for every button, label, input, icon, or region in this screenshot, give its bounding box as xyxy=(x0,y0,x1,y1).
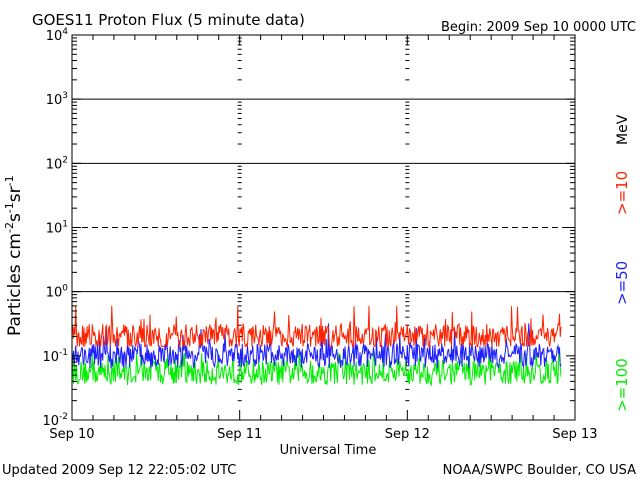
series-line xyxy=(71,352,562,387)
x-tick-label: Sep 13 xyxy=(552,427,597,442)
y-axis-label-exp: -1 xyxy=(3,175,16,186)
x-axis-label: Universal Time xyxy=(280,443,377,458)
y-axis-label-part: sr xyxy=(5,186,25,202)
unit-label: MeV xyxy=(615,114,631,145)
y-ticks: 10-2 10-1 100 101 102 103 104 xyxy=(42,27,575,429)
y-axis-label-part: Particles cm xyxy=(5,233,25,336)
begin-label: Begin: 2009 Sep 10 0000 UTC xyxy=(441,20,636,35)
grid-lines xyxy=(72,37,575,402)
y-axis-label-exp: -2 xyxy=(3,222,16,233)
y-tick-label: 10-2 xyxy=(42,412,68,429)
plot-frame xyxy=(71,34,576,421)
x-tick-label: Sep 11 xyxy=(217,427,262,442)
credit-label: NOAA/SWPC Boulder, CO USA xyxy=(443,463,636,478)
legend-entry: >=10 xyxy=(613,171,631,215)
x-tick-label: Sep 12 xyxy=(385,427,430,442)
y-tick-label: 103 xyxy=(46,91,68,108)
y-tick-label: 101 xyxy=(46,220,68,237)
y-axis-label-part: s xyxy=(5,213,25,222)
series-line xyxy=(71,323,562,369)
legend: >=10 >=50 >=100 xyxy=(613,171,631,412)
legend-entry: >=50 xyxy=(613,261,631,305)
chart-title: GOES11 Proton Flux (5 minute data) xyxy=(32,11,305,29)
y-tick-label: 100 xyxy=(46,284,69,301)
y-axis-label-exp: -1 xyxy=(3,202,16,213)
series-line xyxy=(71,305,562,348)
x-ticks: Sep 10 Sep 11 Sep 12 Sep 13 xyxy=(49,35,598,442)
series-lines xyxy=(71,305,562,387)
updated-label: Updated 2009 Sep 12 22:05:02 UTC xyxy=(2,463,236,478)
x-tick-label: Sep 10 xyxy=(49,427,94,442)
y-tick-label: 104 xyxy=(46,27,69,44)
y-tick-label: 102 xyxy=(46,155,68,172)
legend-entry: >=100 xyxy=(613,358,631,412)
y-tick-label: 10-1 xyxy=(42,348,68,365)
y-axis-label: Particles cm-2s-1sr-1 xyxy=(3,175,25,336)
